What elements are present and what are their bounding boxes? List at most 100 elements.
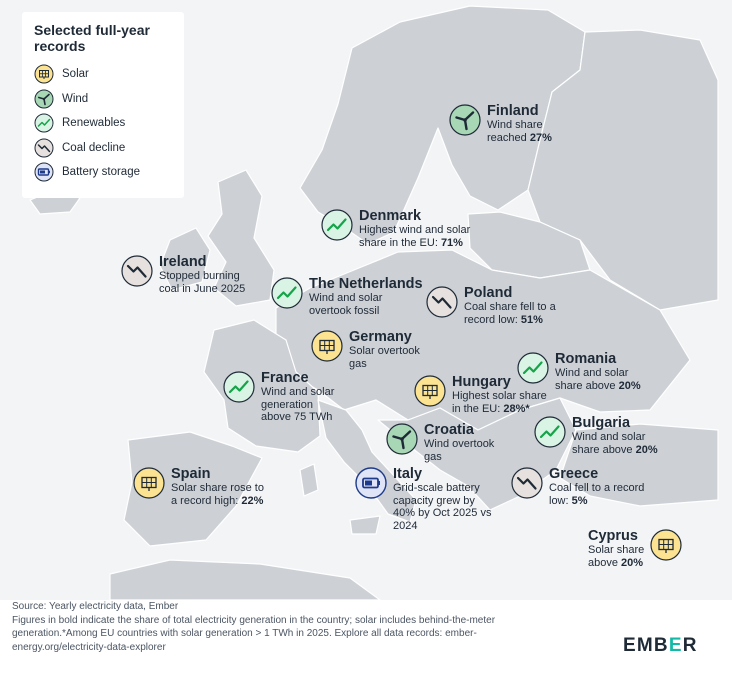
record-description: Solar share rose to a record high: 22% xyxy=(171,482,264,507)
record-text: Denmark Highest wind and solar share in th… xyxy=(359,209,470,249)
country-name: Germany xyxy=(349,329,412,345)
record-description: Wind share reached 27% xyxy=(487,119,552,144)
footer-source: Source: Yearly electricity data, Ember xyxy=(12,601,179,612)
country-name: Bulgaria xyxy=(572,415,631,431)
description-line: Solar share rose to xyxy=(171,482,264,494)
legend-item-wind: Wind xyxy=(34,87,172,112)
record-description: Solar share above 20% xyxy=(588,544,644,569)
trend-down-icon xyxy=(426,286,458,323)
description-line: Wind share xyxy=(487,119,543,131)
legend-title: Selected full-year records xyxy=(34,22,150,54)
country-name: France xyxy=(261,370,309,386)
record-france: France Wind and solar generation above 75 T… xyxy=(223,371,334,424)
record-text: Italy Grid-scale battery capacity grew by 4… xyxy=(393,467,491,532)
record-romania: Romania Wind and solar share above 20% xyxy=(517,352,641,392)
north-africa-shape xyxy=(109,559,381,600)
country-name: Ireland xyxy=(159,254,207,270)
country-name: Finland xyxy=(487,103,539,119)
country-name: Spain xyxy=(171,466,211,482)
wind-icon xyxy=(34,89,54,109)
footer-note-3: energy.org/electricity-data-explorer xyxy=(12,641,166,653)
description-line: Solar overtook xyxy=(349,345,420,357)
solar-icon xyxy=(34,64,54,84)
description-line: Wind and solar xyxy=(572,431,646,443)
description-line: Wind overtook xyxy=(424,438,495,450)
wind-icon xyxy=(449,104,481,141)
record-description: Wind overtook gas xyxy=(424,438,494,463)
italy-shape xyxy=(317,399,417,523)
description-line: Wind and solar xyxy=(555,367,629,379)
legend-item-solar: Solar xyxy=(34,62,172,87)
legend-item-battery: Battery storage xyxy=(34,160,172,185)
trend-down-icon xyxy=(34,138,54,158)
footer-note-1: Figures in bold indicate the share of to… xyxy=(12,614,496,626)
record-value: 22% xyxy=(241,494,264,507)
description-line: a record high: xyxy=(171,494,239,507)
record-text: The Netherlands Wind and solar overtook fo… xyxy=(309,277,423,317)
trend-up-icon xyxy=(223,371,255,408)
record-description: Wind and solar share above 20% xyxy=(572,431,658,456)
description-line: record low: xyxy=(464,313,518,326)
sicily-shape xyxy=(349,515,381,535)
record-value: 5% xyxy=(571,494,588,507)
record-value: 28%* xyxy=(503,402,530,415)
record-denmark: Denmark Highest wind and solar share in th… xyxy=(321,209,470,249)
iberia-shape xyxy=(123,431,263,547)
trend-up-icon xyxy=(534,416,566,453)
record-hungary: Hungary Highest solar share in the EU: 28%… xyxy=(414,375,547,415)
record-ireland: Ireland Stopped burning coal in June 2025 xyxy=(121,255,245,295)
description-line: Highest wind and solar xyxy=(359,224,471,236)
central-europe-shape xyxy=(275,249,691,431)
trend-up-icon xyxy=(321,209,353,246)
record-value: 20% xyxy=(635,443,658,456)
record-poland: Poland Coal share fell to a record low: 51… xyxy=(426,286,556,326)
legend: Selected full-year records Solar Wind Re… xyxy=(22,12,184,198)
country-name: Croatia xyxy=(424,422,474,438)
country-name: Poland xyxy=(464,285,513,301)
description-line: share in the EU: xyxy=(359,236,438,249)
record-text: Hungary Highest solar share in the EU: 28%… xyxy=(452,375,547,415)
record-description: Solar overtook gas xyxy=(349,345,420,370)
record-text: Germany Solar overtook gas xyxy=(349,330,420,370)
legend-label-wind: Wind xyxy=(62,92,89,105)
record-description: Coal fell to a record low: 5% xyxy=(549,482,644,507)
wind-icon xyxy=(386,423,418,460)
solar-icon xyxy=(311,330,343,367)
record-text: Ireland Stopped burning coal in June 2025 xyxy=(159,255,245,295)
record-text: Finland Wind share reached 27% xyxy=(487,104,552,144)
record-value: 71% xyxy=(440,236,463,249)
description-line: capacity grew by xyxy=(393,494,475,507)
record-text: Greece Coal fell to a record low: 5% xyxy=(549,467,644,507)
country-name: Romania xyxy=(555,351,617,367)
record-description: Grid-scale battery capacity grew by 40% by… xyxy=(393,482,491,532)
description-line: Coal fell to a record xyxy=(549,482,645,494)
record-value: 27% xyxy=(529,131,552,144)
description-line: Solar share xyxy=(588,544,645,556)
record-description: Highest wind and solar share in the EU: 7… xyxy=(359,224,470,249)
description-line: overtook fossil xyxy=(309,304,380,317)
record-value: 51% xyxy=(520,313,543,326)
record-description: Stopped burning coal in June 2025 xyxy=(159,270,245,295)
uk-shape xyxy=(207,169,275,307)
record-value: 20% xyxy=(618,379,641,392)
legend-item-renewables: Renewables xyxy=(34,111,172,136)
trend-down-icon xyxy=(121,255,153,292)
record-croatia: Croatia Wind overtook gas xyxy=(386,423,494,463)
country-name: Greece xyxy=(549,466,599,482)
record-bulgaria: Bulgaria Wind and solar share above 20% xyxy=(534,416,658,456)
turkey-shape xyxy=(559,423,719,507)
solar-icon xyxy=(133,467,165,504)
description-line: coal in June 2025 xyxy=(159,282,246,295)
record-cyprus: Cyprus Solar share above 20% xyxy=(588,529,682,569)
battery-icon xyxy=(355,467,387,504)
record-text: Spain Solar share rose to a record high: 2… xyxy=(171,467,264,507)
record-greece: Greece Coal fell to a record low: 5% xyxy=(511,467,644,507)
record-text: Cyprus Solar share above 20% xyxy=(588,529,644,569)
record-text: France Wind and solar generation above 75 T… xyxy=(261,371,334,424)
description-line: gas xyxy=(349,357,367,370)
legend-label-battery: Battery storage xyxy=(62,166,140,179)
corsica-shape xyxy=(299,463,319,497)
record-value: 20% xyxy=(621,556,644,569)
description-line: Highest solar share xyxy=(452,390,547,402)
description-line: Stopped burning xyxy=(159,270,240,282)
